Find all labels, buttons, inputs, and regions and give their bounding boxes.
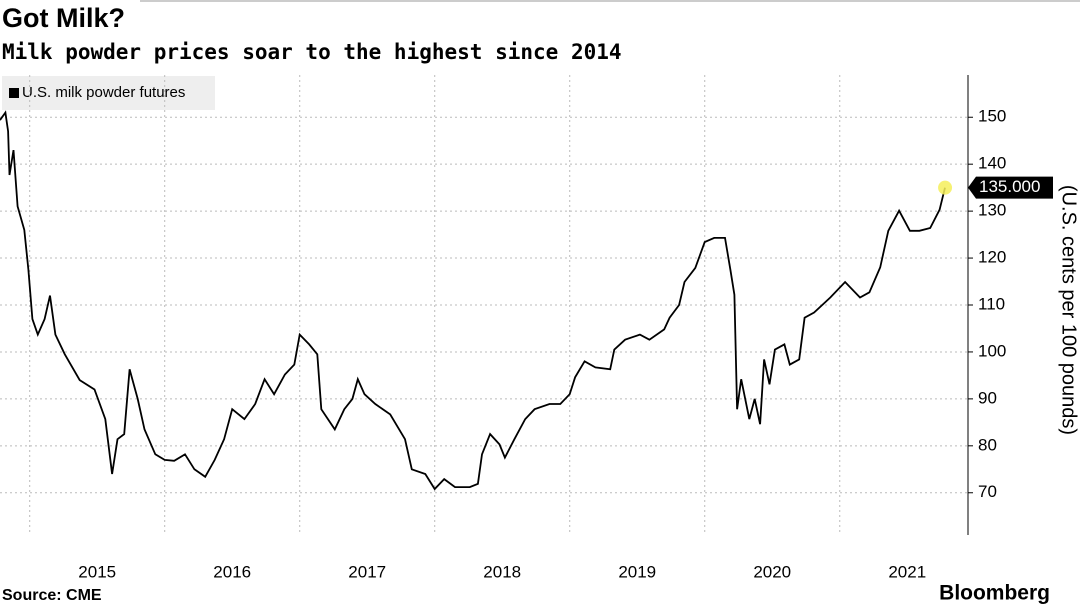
y-tick-label: 80 (978, 435, 997, 454)
y-tick-label: 120 (978, 248, 1006, 267)
y-tick-label: 70 (978, 482, 997, 501)
line (0, 110, 946, 491)
x-tick-label: 2020 (753, 562, 791, 581)
x-tick-label: 2016 (213, 562, 251, 581)
brand: Bloomberg (939, 582, 1050, 605)
chart-subtitle: Milk powder prices soar to the highest s… (2, 40, 622, 64)
y-tick-label: 140 (978, 154, 1006, 173)
legend-box (2, 76, 215, 110)
value-flag (968, 176, 1053, 199)
chart-title: Got Milk? (2, 3, 125, 33)
y-tick-label: 110 (978, 294, 1005, 313)
legend-label: U.S. milk powder futures (22, 84, 185, 101)
source: Source: CME (2, 587, 102, 604)
x-tick-label: 2018 (483, 562, 521, 581)
y-tick-label: 130 (978, 201, 1006, 220)
highlight-dot (938, 180, 953, 195)
y-tick-label: 150 (978, 107, 1006, 126)
legend-swatch (9, 88, 19, 98)
y-tick-label: 100 (978, 341, 1006, 360)
y-tick-label: 90 (978, 388, 997, 407)
x-tick-label: 2017 (348, 562, 386, 581)
x-tick-label: 2015 (78, 562, 116, 581)
x-tick-label: 2019 (618, 562, 656, 581)
x-tick-label: 2021 (888, 562, 926, 581)
y-axis-label: (U.S. cents per 100 pounds) (1058, 185, 1080, 435)
value-flag-label: 135.000 (979, 177, 1040, 196)
